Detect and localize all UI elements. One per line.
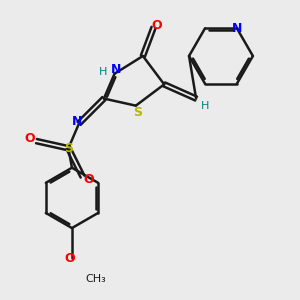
Text: O: O [84,173,94,186]
Text: O: O [152,19,162,32]
Text: N: N [232,22,242,35]
Text: N: N [72,115,83,128]
Text: S: S [64,142,73,155]
Text: H: H [201,101,209,111]
Text: H: H [99,67,107,77]
Text: CH₃: CH₃ [85,274,106,284]
Text: O: O [25,132,35,145]
Text: N: N [111,63,122,76]
Text: S: S [133,106,142,118]
Text: O: O [65,252,76,265]
